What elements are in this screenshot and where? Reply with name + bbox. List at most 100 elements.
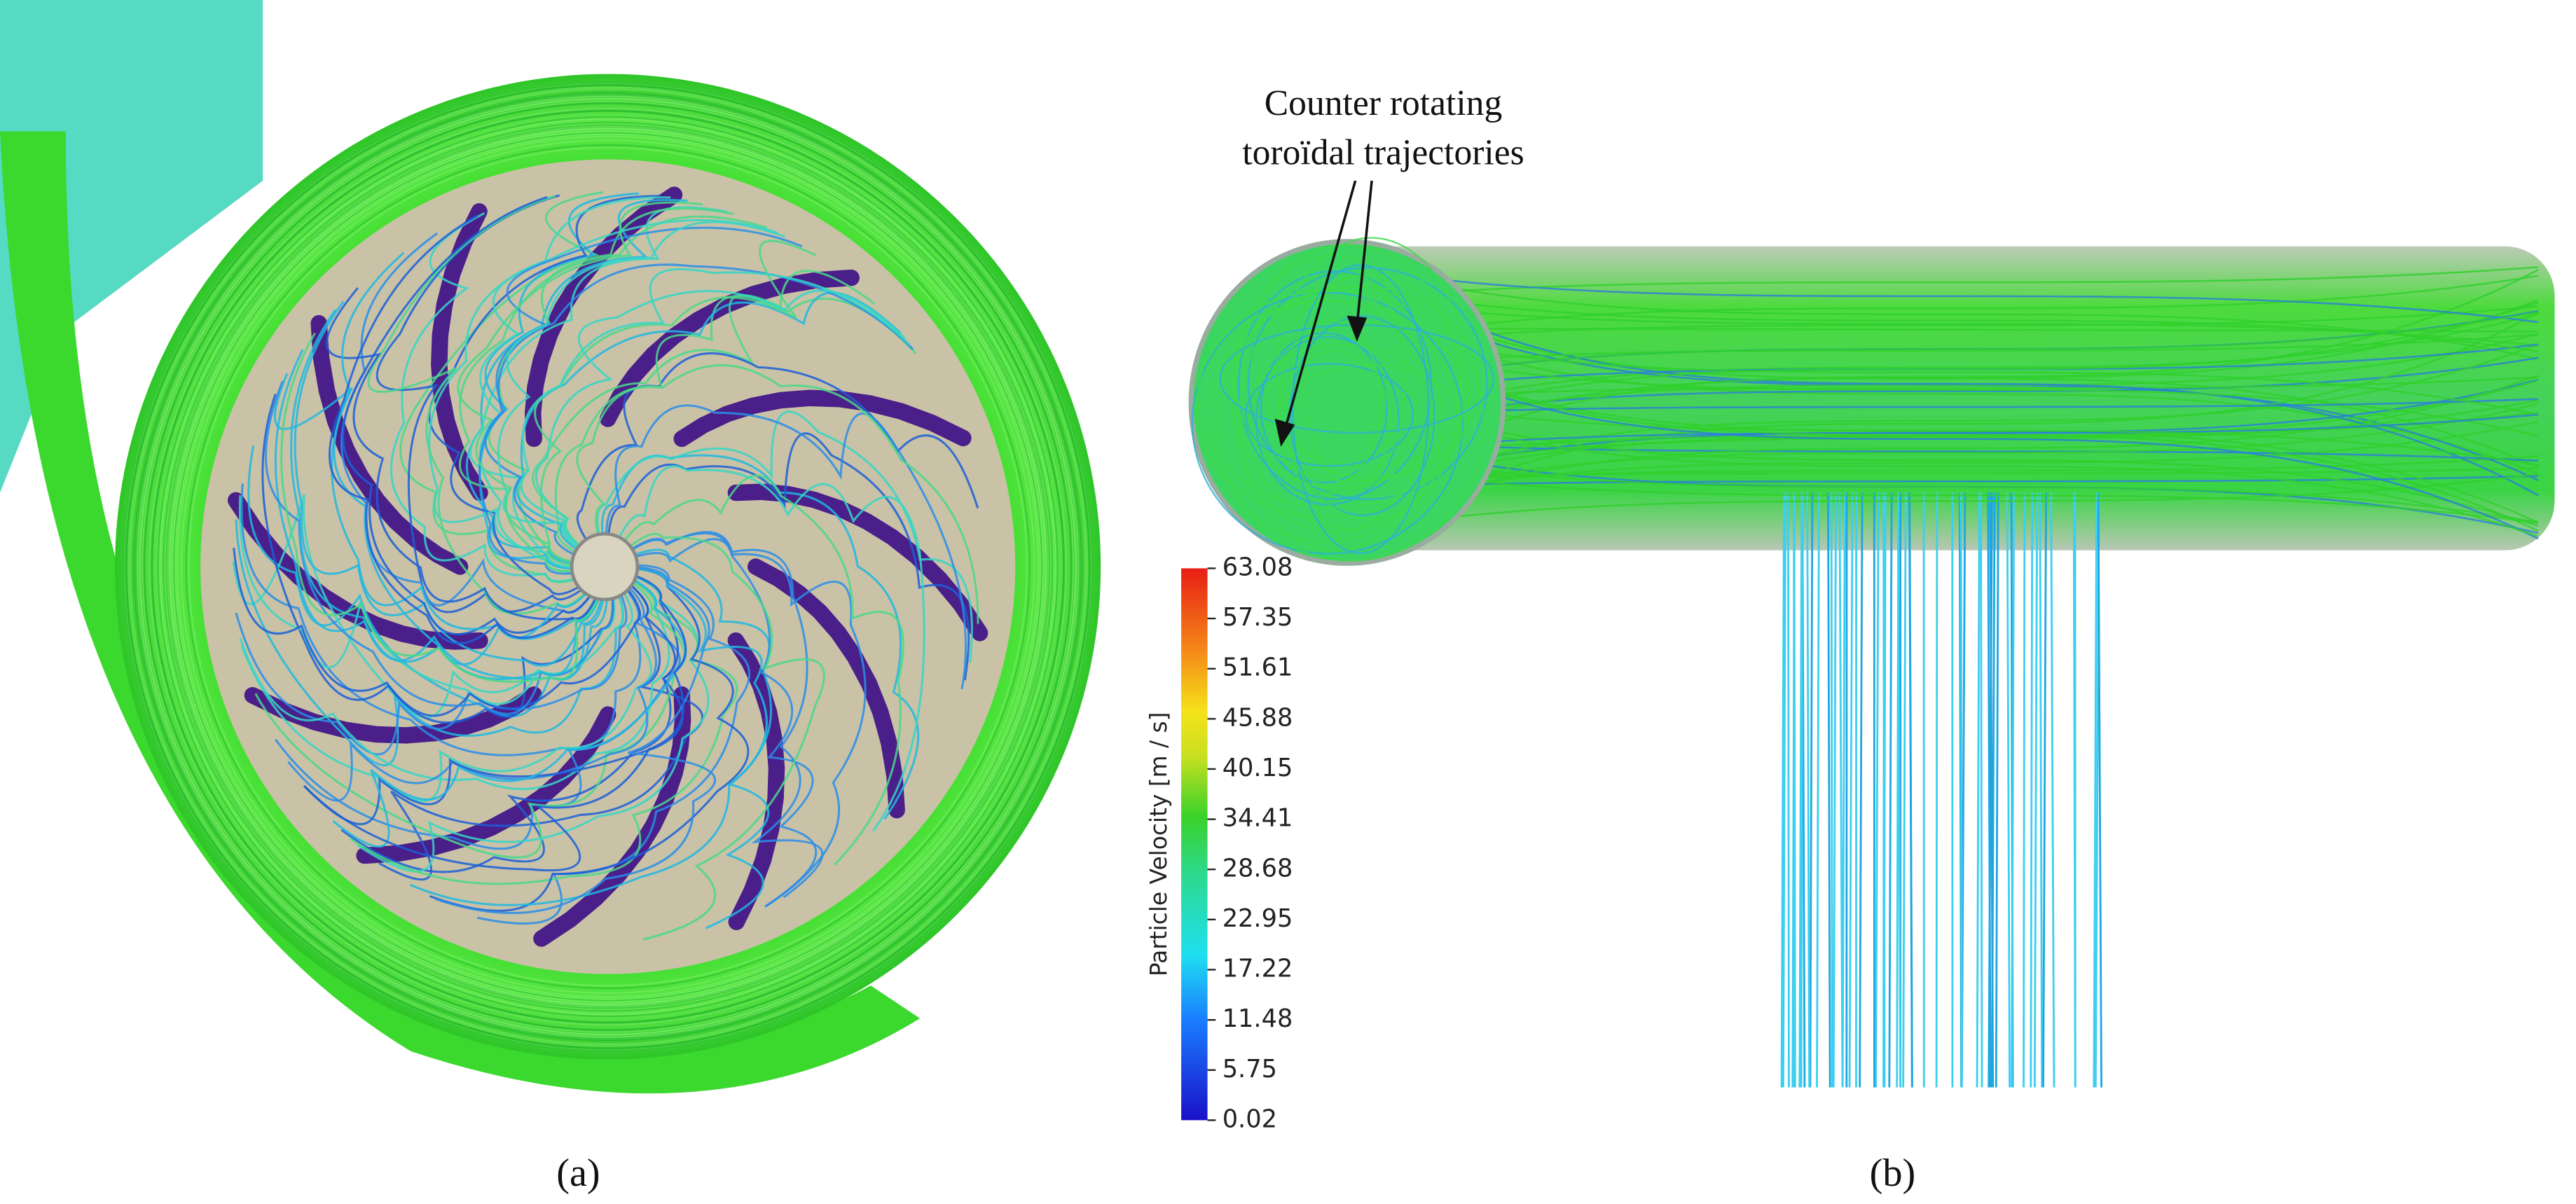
streamline: [151, 110, 1065, 1023]
streamline: [1363, 395, 2539, 537]
panel-label: (b): [1870, 1151, 1916, 1195]
streamline: [1216, 286, 1485, 562]
streamline: [1363, 380, 2539, 494]
streamline: [1363, 343, 2539, 499]
streamline: [331, 251, 609, 640]
streamline: [1987, 492, 1992, 1088]
streamline: [1838, 492, 1844, 1088]
streamline: [607, 474, 904, 866]
streamline: [328, 214, 609, 645]
streamline: [349, 565, 738, 885]
streamline: [478, 226, 803, 575]
streamline: [534, 240, 817, 568]
colorbar-tick-label: 0.02: [1222, 1105, 1277, 1133]
streamline: [290, 309, 609, 680]
streamline: [240, 566, 652, 803]
streamline: [1238, 289, 1433, 552]
streamline: [605, 404, 967, 690]
streamline: [142, 100, 1074, 1033]
streamline: [124, 83, 1091, 1051]
streamline: [596, 410, 973, 663]
streamline: [254, 565, 686, 859]
streamline: [1363, 475, 2539, 488]
annotation-arrows: [1274, 180, 1373, 447]
streamline: [1980, 492, 1983, 1088]
streamline: [1908, 492, 1913, 1088]
streamline: [1990, 492, 1996, 1088]
streamline: [1363, 342, 2539, 437]
streamline: [607, 465, 925, 832]
streamline: [1976, 492, 1981, 1088]
streamline: [261, 394, 614, 724]
streamline: [516, 291, 902, 568]
streamline: [535, 289, 905, 568]
streamline: [1798, 492, 1803, 1088]
streamline: [238, 495, 624, 705]
streamline: [1363, 441, 2539, 462]
colorbar-tick-label: 51.61: [1222, 653, 1293, 682]
streamline: [163, 121, 1054, 1012]
streamline: [235, 519, 624, 767]
streamline: [1363, 333, 2539, 368]
panel-label: (a): [556, 1151, 600, 1195]
streamline: [168, 127, 1047, 1006]
streamline: [174, 133, 1042, 1000]
streamline: [428, 219, 778, 569]
streamline: [1363, 269, 2539, 324]
streamline: [280, 332, 609, 683]
streamline: [294, 300, 609, 667]
streamline: [1363, 473, 2539, 530]
streamline: [409, 565, 768, 906]
streamline: [2033, 492, 2039, 1088]
streamline: [1809, 492, 1814, 1088]
streamline: [185, 144, 1031, 990]
blade: [599, 269, 860, 427]
streamline: [125, 84, 1090, 1049]
pump-view: [0, 0, 1101, 1094]
streamline: [458, 215, 768, 568]
streamline: [1363, 275, 2539, 342]
streamline: [1780, 492, 1785, 1088]
streamline: [428, 195, 661, 595]
streamline: [1276, 237, 1467, 520]
streamline: [157, 116, 1059, 1018]
streamline: [1363, 327, 2539, 333]
streamline: [1859, 492, 1864, 1088]
streamline: [1363, 268, 2539, 485]
streamline: [332, 565, 687, 848]
streamline: [233, 547, 642, 717]
colorbar-tick-label: 5.75: [1222, 1055, 1277, 1084]
colorbar-tick-label: 40.15: [1222, 754, 1293, 782]
streamline: [2093, 492, 2098, 1088]
streamline: [1247, 267, 1488, 500]
streamline: [1363, 403, 2539, 503]
streamline: [1935, 492, 1938, 1088]
blade: [356, 706, 617, 864]
colorbar-tick-label: 45.88: [1222, 703, 1293, 732]
colorbar-tick-label: 34.41: [1222, 804, 1293, 833]
streamline: [340, 232, 609, 614]
colorbar-tick-label: 63.08: [1222, 553, 1293, 581]
streamline: [2072, 492, 2076, 1088]
streamline: [376, 194, 609, 614]
streamline: [1363, 271, 2539, 497]
streamline: [172, 130, 1045, 1003]
streamline: [576, 364, 979, 624]
streamline: [554, 295, 917, 568]
streamline: [1363, 398, 2539, 416]
streamline: [127, 86, 1089, 1047]
streamline: [149, 108, 1067, 1026]
streamline: [1875, 492, 1880, 1088]
streamline: [1255, 336, 1400, 506]
streamline: [1363, 374, 2539, 523]
colorbar-tick-label: 57.35: [1222, 603, 1293, 632]
streamline: [1363, 393, 2539, 527]
streamline: [1363, 394, 2539, 466]
streamline: [2006, 492, 2011, 1088]
streamline: [275, 566, 681, 850]
streamline: [2042, 492, 2048, 1088]
streamline: [478, 192, 640, 570]
streamline: [520, 268, 911, 568]
streamline: [1363, 420, 2539, 505]
streamline: [1363, 301, 2539, 437]
